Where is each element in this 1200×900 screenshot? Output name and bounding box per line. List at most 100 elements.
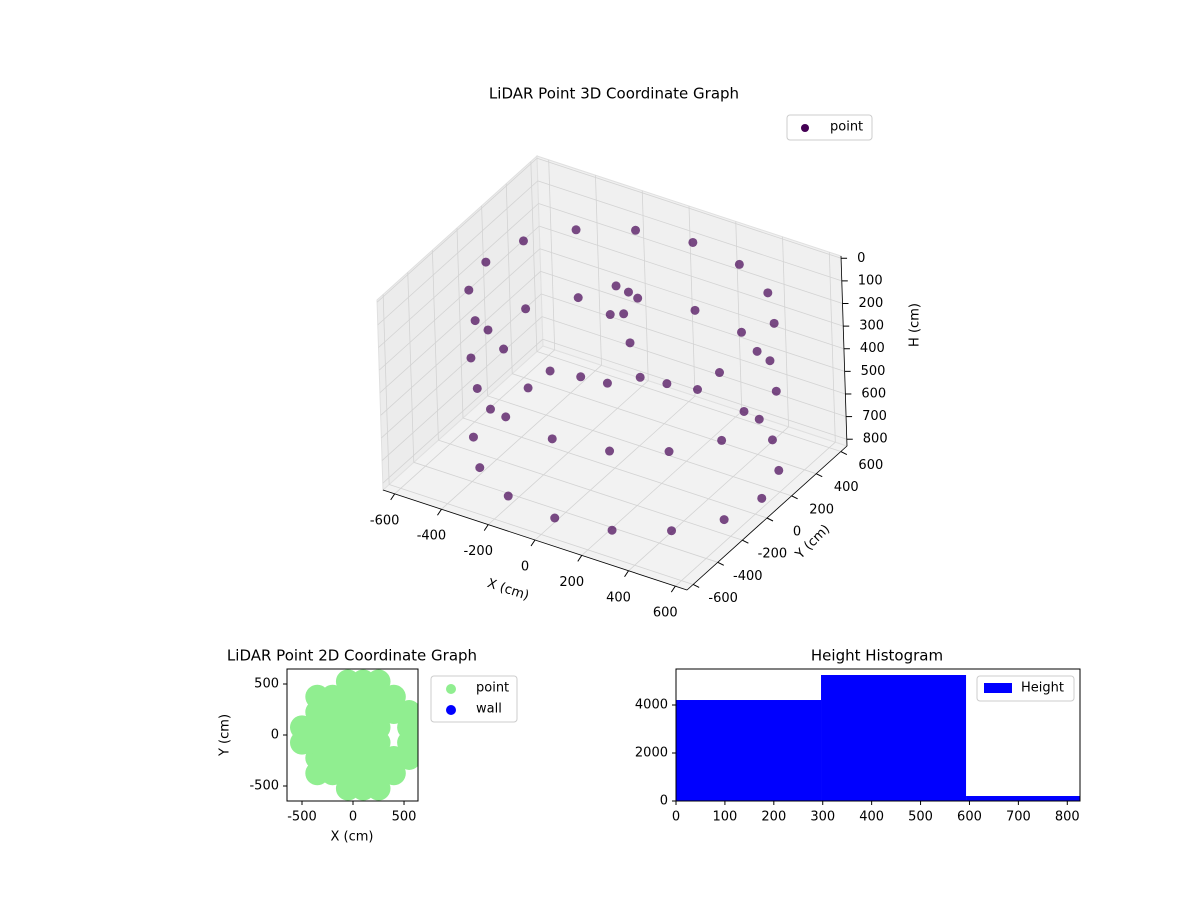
point — [481, 257, 491, 267]
x-tick-label: 0 — [349, 810, 357, 825]
x-tick-label: 0 — [521, 560, 529, 575]
legend-box — [976, 675, 1075, 702]
grid-line — [378, 225, 540, 371]
grid-line — [688, 205, 696, 397]
point — [503, 491, 513, 501]
point — [466, 353, 476, 363]
x-tick — [483, 524, 489, 531]
point — [752, 346, 762, 356]
x-tick-label: 100 — [712, 810, 737, 825]
x-tick-label: 300 — [810, 810, 835, 825]
x-axis-label: X (cm) — [331, 830, 374, 845]
grid-line — [487, 395, 792, 497]
grid-line — [456, 227, 464, 419]
point — [602, 378, 612, 388]
z-tick-label: 200 — [859, 296, 884, 311]
point — [573, 293, 583, 303]
point — [714, 368, 724, 378]
point — [754, 414, 764, 424]
grid-line — [828, 252, 836, 443]
grid-line — [376, 157, 538, 303]
chart-title: LiDAR Point 3D Coordinate Graph — [489, 85, 739, 103]
point — [737, 327, 747, 337]
point — [518, 236, 528, 246]
point — [767, 435, 777, 445]
x-tick-label: -400 — [417, 529, 447, 544]
grid-line — [413, 461, 718, 563]
y-tick — [816, 473, 823, 478]
point — [501, 412, 511, 422]
y-tick-label: 4000 — [635, 698, 668, 713]
legend-label: wall — [476, 702, 502, 717]
point — [545, 366, 555, 376]
y-tick — [742, 539, 749, 544]
y-tick — [791, 495, 798, 500]
point — [483, 325, 493, 335]
y-tick-label: 0 — [660, 794, 668, 809]
bar — [821, 675, 967, 801]
x-tick-label: -200 — [463, 544, 493, 559]
grid-line — [595, 175, 602, 366]
point — [485, 404, 495, 414]
x-tick-label: -500 — [287, 810, 317, 825]
grid-line — [378, 203, 539, 348]
grid-line — [735, 221, 743, 412]
point — [611, 281, 621, 291]
grid-line — [438, 439, 743, 541]
point — [468, 432, 478, 442]
point — [464, 285, 474, 295]
point — [550, 513, 560, 523]
grid-line — [536, 351, 841, 452]
point — [739, 406, 749, 416]
point — [631, 225, 641, 235]
grid-line — [539, 225, 844, 327]
point — [499, 344, 509, 354]
x-tick-label: 400 — [859, 810, 884, 825]
legend-label: point — [476, 681, 509, 696]
z-tick-label: 0 — [857, 251, 865, 266]
grid-line — [381, 293, 542, 439]
plot-area — [289, 669, 418, 801]
grid-line — [548, 159, 556, 350]
z-axis-label: H (cm) — [908, 303, 923, 347]
grid-line — [462, 417, 768, 519]
grid-line — [538, 203, 843, 304]
axes-frame — [675, 668, 1081, 802]
z-tick-label: 800 — [863, 432, 888, 447]
y-tick-label: 0 — [271, 728, 279, 743]
y-tick-label: 400 — [834, 480, 859, 495]
x-tick-label: -600 — [370, 513, 400, 528]
point — [366, 669, 391, 694]
y-tick — [692, 584, 700, 588]
legend-marker — [801, 124, 809, 132]
y-axis-label: Y (cm) — [218, 714, 233, 757]
grid-line — [512, 373, 817, 475]
grid-line — [377, 180, 539, 326]
grid-line — [481, 205, 489, 396]
z-tick-label: 300 — [859, 319, 884, 334]
point — [381, 684, 406, 709]
grid-line — [536, 157, 842, 259]
point — [765, 356, 775, 366]
point — [470, 316, 480, 326]
x-tick-label: 600 — [957, 810, 982, 825]
point — [635, 372, 645, 382]
y-tick-label: -200 — [758, 547, 788, 562]
point — [717, 435, 727, 445]
grid-line — [381, 316, 543, 461]
point — [633, 293, 643, 303]
point — [734, 259, 744, 269]
point — [769, 318, 779, 328]
y-tick-label: 200 — [809, 502, 834, 517]
x-tick — [390, 493, 396, 501]
axis-line — [840, 255, 848, 447]
y-tick-label: 500 — [254, 676, 279, 691]
x-axis-label: X (cm) — [485, 576, 531, 604]
x-tick-label: 500 — [392, 810, 417, 825]
y-tick-label: -600 — [708, 591, 738, 606]
x-tick-label: 200 — [559, 575, 584, 590]
point — [472, 383, 482, 393]
grid-line — [379, 248, 541, 394]
bar — [676, 700, 822, 801]
